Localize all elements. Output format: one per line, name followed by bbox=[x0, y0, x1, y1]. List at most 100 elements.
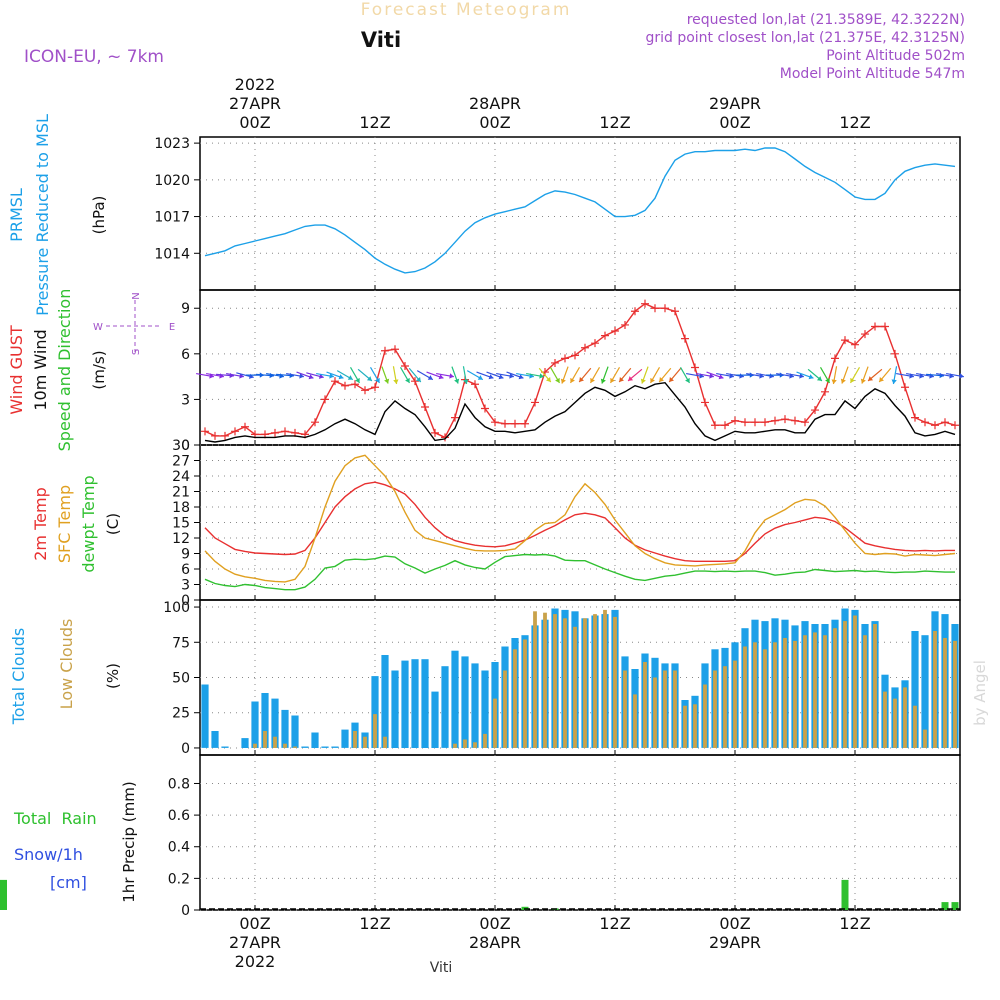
gust-marker bbox=[781, 415, 789, 424]
bar bbox=[911, 631, 919, 748]
bar bbox=[913, 705, 917, 748]
bar bbox=[783, 638, 787, 748]
wind-arrow-head bbox=[600, 378, 606, 384]
gust-marker bbox=[831, 354, 839, 363]
temp-unit-label: (C) bbox=[104, 513, 122, 535]
gust-marker bbox=[341, 381, 349, 390]
wind-arrow bbox=[286, 372, 304, 379]
bar bbox=[693, 704, 697, 748]
y-tick-label: 21 bbox=[172, 485, 190, 501]
gust-marker bbox=[391, 345, 399, 354]
bar bbox=[391, 670, 399, 748]
bar bbox=[603, 609, 607, 748]
wind-arrow-head bbox=[308, 374, 314, 380]
wind-10m-label: 10m Wind bbox=[31, 329, 50, 410]
time-label: 12Z bbox=[599, 113, 630, 132]
wind-arrow bbox=[807, 368, 823, 382]
gust-marker bbox=[691, 363, 699, 372]
bar bbox=[813, 632, 817, 748]
gust-marker bbox=[651, 304, 659, 313]
compass-icon: N S W E bbox=[93, 292, 175, 355]
wind-arrow bbox=[357, 368, 373, 382]
wind-arrow bbox=[436, 372, 454, 379]
y-tick-label: 18 bbox=[172, 500, 190, 516]
bar bbox=[401, 660, 409, 748]
y-tick-label: 1017 bbox=[154, 210, 190, 226]
bar bbox=[921, 635, 929, 748]
time-label: 28APR bbox=[469, 933, 521, 952]
wind-arrow bbox=[538, 367, 552, 383]
bar bbox=[903, 687, 907, 748]
gust-marker bbox=[941, 418, 949, 427]
wind-arrow bbox=[381, 366, 390, 384]
dewpt-temp-line bbox=[204, 553, 955, 591]
wind-arrow-head bbox=[560, 378, 566, 384]
wind-arrow bbox=[578, 367, 592, 383]
wind-arrow-head bbox=[628, 376, 634, 381]
precip-panel: 0 0.2 0.4 0.6 0.8 bbox=[0, 754, 961, 919]
bar bbox=[341, 729, 349, 748]
bar bbox=[263, 731, 267, 748]
time-label: 29APR bbox=[709, 933, 761, 952]
bar bbox=[951, 902, 959, 910]
gust-marker bbox=[281, 427, 289, 436]
wind-arrow bbox=[600, 366, 609, 384]
point-altitude: Point Altitude 502m bbox=[826, 48, 965, 64]
model-label: ICON-EU, ~ 7km bbox=[24, 47, 164, 67]
watermark: by Angel bbox=[971, 660, 989, 726]
y-tick-label: 6 bbox=[181, 562, 190, 578]
bar bbox=[473, 742, 477, 748]
y-tick-label: 1014 bbox=[154, 246, 190, 262]
wind-arrow-head bbox=[329, 373, 334, 379]
wind-arrow bbox=[392, 366, 399, 385]
wind-arrow-head bbox=[384, 378, 390, 384]
wind-arrow-head bbox=[449, 373, 454, 379]
gust-marker bbox=[201, 427, 209, 436]
gust-marker bbox=[931, 421, 939, 430]
gust-marker bbox=[411, 377, 419, 386]
compass-w: W bbox=[93, 322, 103, 333]
y-tick-label: 9 bbox=[181, 547, 190, 563]
bar bbox=[453, 743, 457, 748]
gust-marker bbox=[621, 320, 629, 329]
wind-arrow-head bbox=[840, 378, 846, 384]
y-tick-label: 0 bbox=[181, 741, 190, 757]
gust-marker bbox=[481, 404, 489, 413]
wind-arrow bbox=[696, 372, 714, 379]
gust-marker bbox=[551, 358, 559, 367]
wind-arrow bbox=[296, 371, 314, 380]
wind-arrow-head bbox=[579, 377, 584, 382]
gust-marker bbox=[561, 354, 569, 363]
time-label: 12Z bbox=[839, 914, 870, 933]
bar bbox=[943, 638, 947, 748]
gust-marker bbox=[741, 418, 749, 427]
gust-marker bbox=[951, 421, 959, 430]
wind-arrow-head bbox=[509, 373, 514, 379]
wind-arrow bbox=[786, 372, 804, 379]
gust-marker bbox=[801, 418, 809, 427]
y-tick-label: 27 bbox=[172, 454, 190, 470]
temp-2m-label: 2m Temp bbox=[31, 487, 50, 561]
bar bbox=[481, 670, 489, 748]
gust-marker bbox=[371, 383, 379, 392]
gust-marker bbox=[501, 419, 509, 428]
wind-arrow-head bbox=[619, 377, 624, 382]
sfc-temp-line bbox=[204, 454, 956, 583]
bar bbox=[241, 738, 249, 748]
time-label: 12Z bbox=[599, 914, 630, 933]
wind-arrow bbox=[618, 367, 632, 383]
wind-gust-label: Wind GUST bbox=[7, 325, 26, 415]
bar bbox=[803, 635, 807, 748]
gridpoint-coords: grid point closest lon,lat (21.375E, 42.… bbox=[645, 30, 965, 46]
footer-location: Viti bbox=[430, 960, 453, 976]
wind-arrow-head bbox=[891, 379, 897, 384]
y-tick-label: 25 bbox=[172, 706, 190, 722]
chart-title: Forecast Meteogram bbox=[361, 0, 572, 20]
wind-arrow-head bbox=[463, 379, 469, 384]
wind-arrow bbox=[426, 371, 444, 380]
gust-marker bbox=[811, 406, 819, 415]
precip-unit-label: 1hr Precip (mm) bbox=[120, 781, 138, 902]
wind-arrow-head bbox=[860, 378, 866, 384]
